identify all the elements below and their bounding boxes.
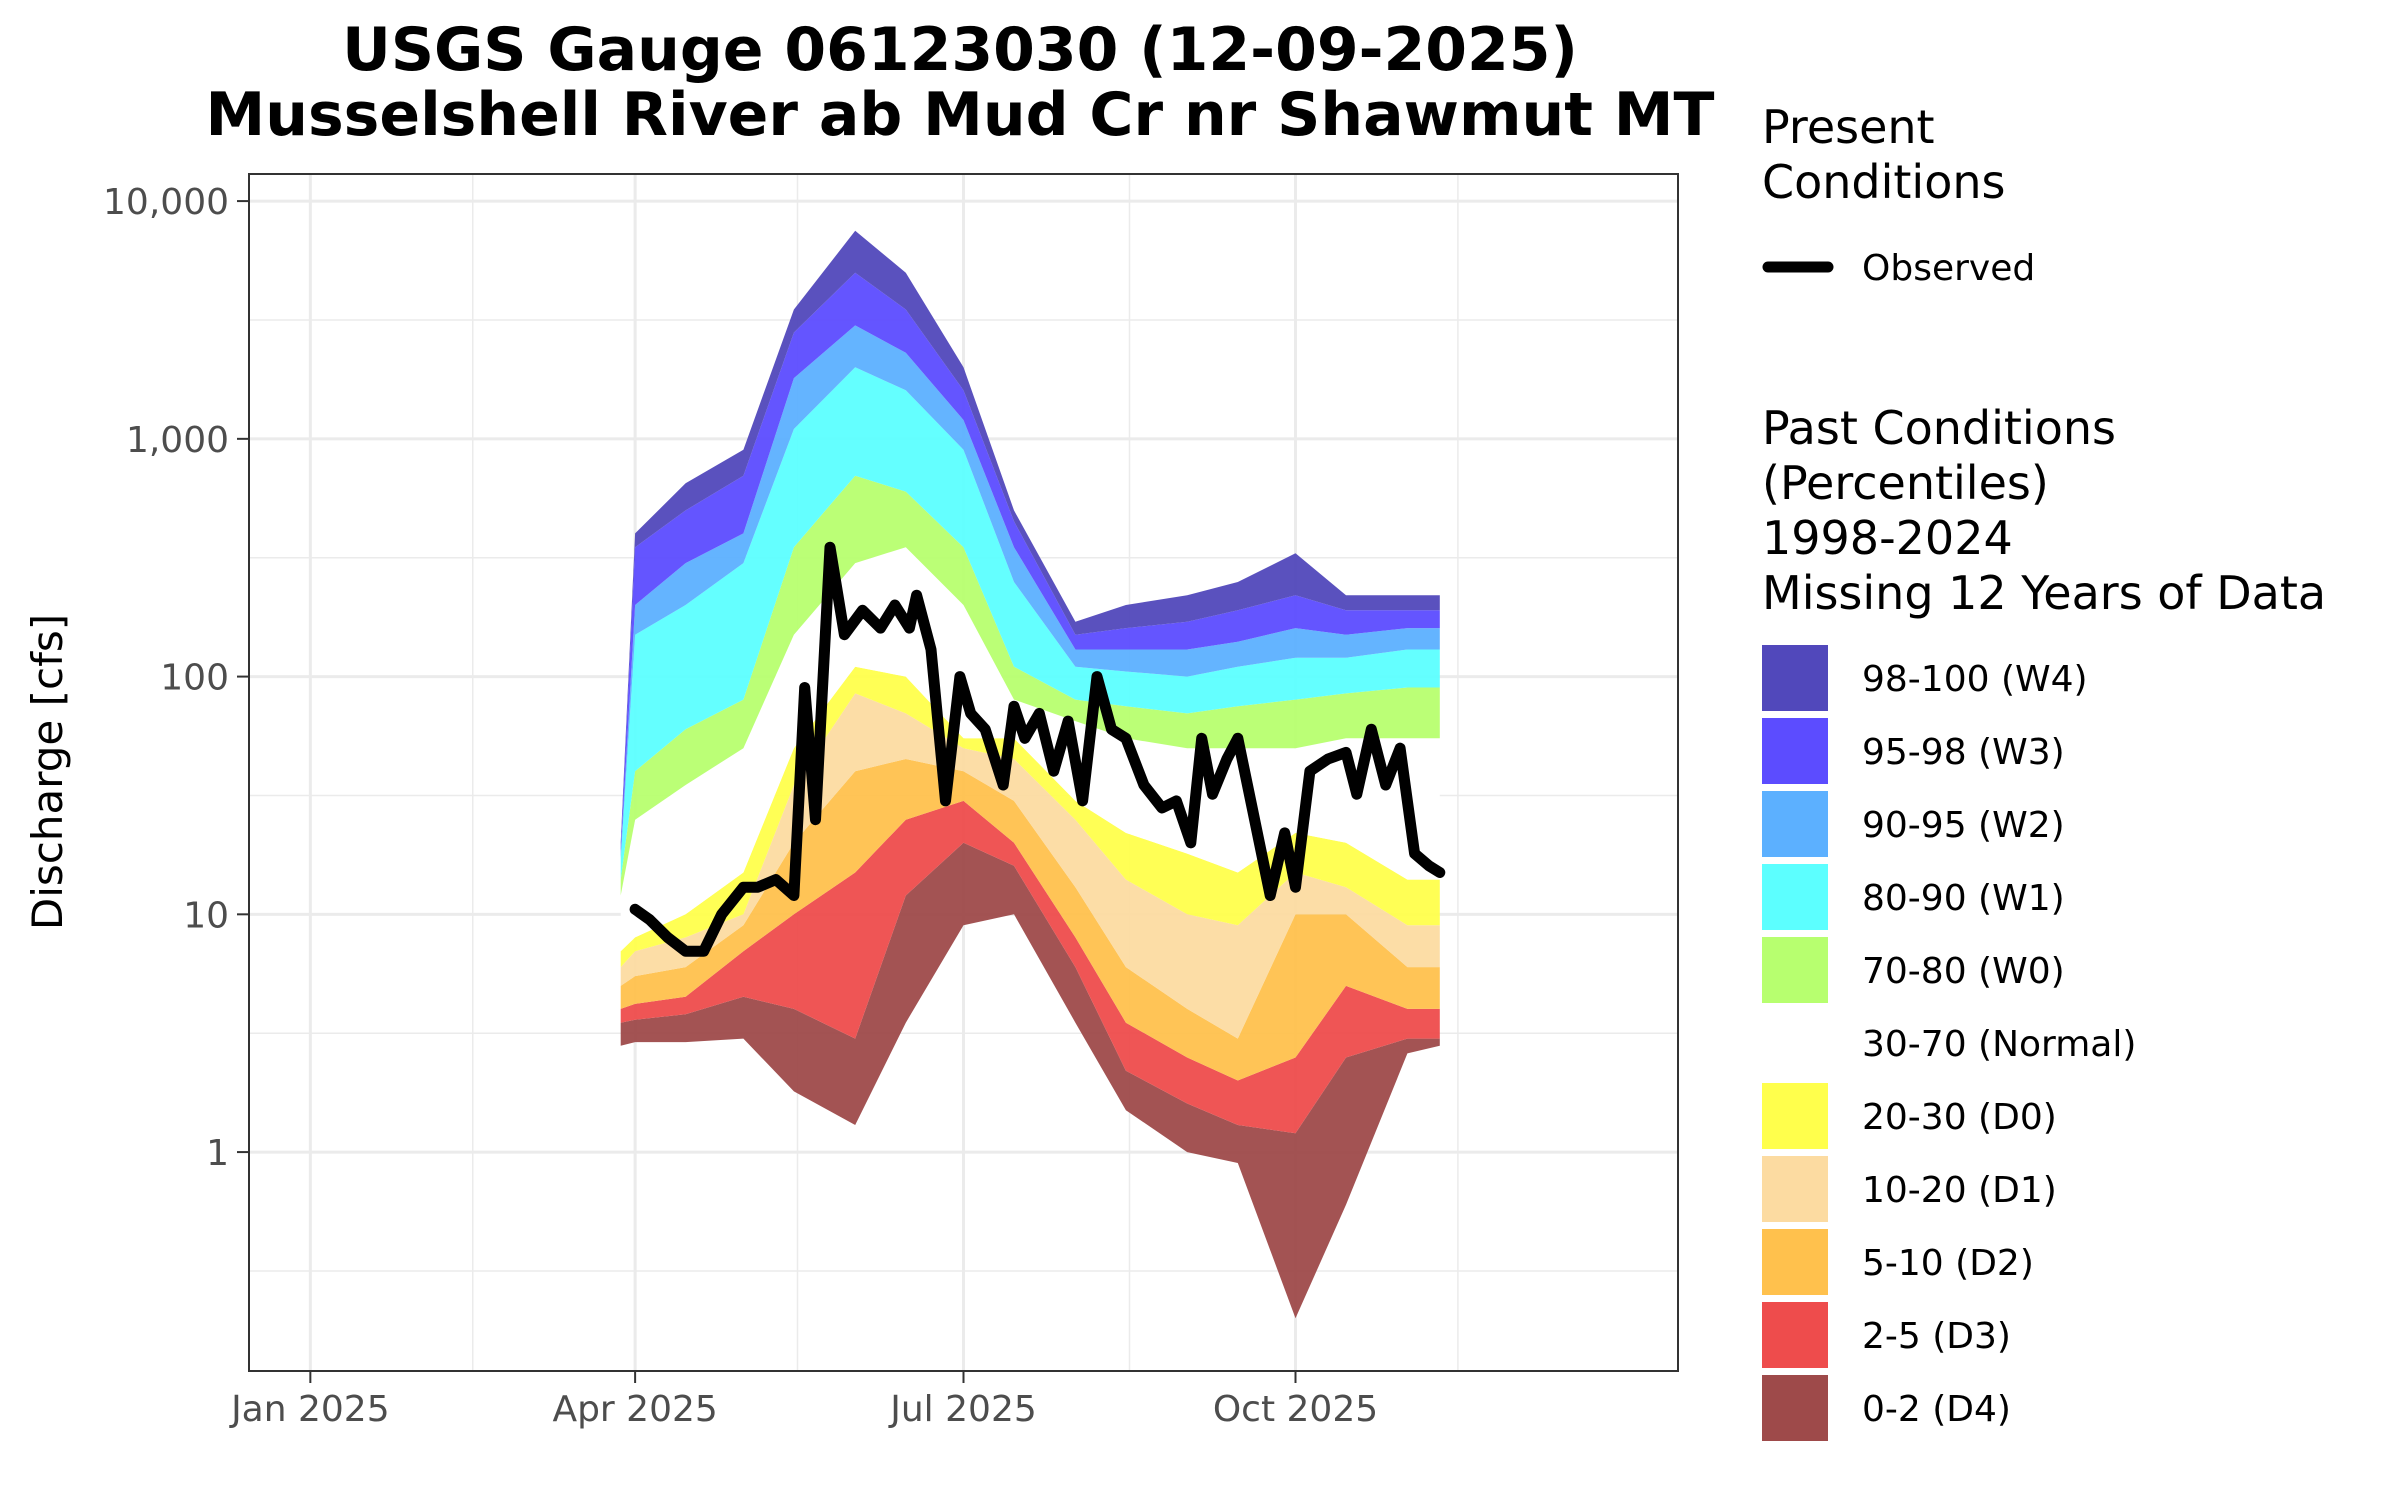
legend-present-title: Present [1762, 100, 1935, 154]
legend-swatch [1762, 1375, 1828, 1441]
legend-swatch [1762, 718, 1828, 784]
legend-entry-label: 90-95 (W2) [1862, 805, 2065, 846]
legend-swatch [1762, 1229, 1828, 1295]
legend-present-title: Conditions [1762, 155, 2005, 209]
band-20-30-d0 [620, 666, 1440, 968]
legend-entry-label: 5-10 (D2) [1862, 1243, 2034, 1284]
y-tick-label: 100 [160, 658, 229, 699]
legend-entry-label: 20-30 (D0) [1862, 1097, 2057, 1138]
legend-swatch [1762, 937, 1828, 1003]
chart-title: USGS Gauge 06123030 (12-09-2025) [342, 15, 1578, 85]
observed-layer [629, 541, 1446, 957]
legend-swatch [1762, 1083, 1828, 1149]
legend-observed-label: Observed [1862, 248, 2035, 289]
band-95-98-w3 [620, 272, 1440, 854]
observed-line [629, 541, 1446, 957]
x-tick-label: Oct 2025 [1213, 1389, 1378, 1430]
legend-entry-label: 2-5 (D3) [1862, 1316, 2011, 1357]
y-tick-label: 1,000 [126, 420, 229, 461]
band-90-95-w2 [620, 325, 1440, 860]
y-tick-label: 10 [183, 895, 229, 936]
legend-entry-label: 70-80 (W0) [1862, 951, 2065, 992]
band-10-20-d1 [620, 693, 1440, 1039]
legend-entry-label: 95-98 (W3) [1862, 732, 2065, 773]
x-tick-label: Apr 2025 [552, 1389, 717, 1430]
legend-entry-label: 80-90 (W1) [1862, 878, 2065, 919]
band-2-5-d3 [620, 800, 1440, 1134]
legend-entry-label: 98-100 (W4) [1862, 659, 2088, 700]
legend-swatch [1762, 1156, 1828, 1222]
legend-entry-label: 30-70 (Normal) [1862, 1024, 2136, 1065]
legend-swatch [1762, 864, 1828, 930]
x-tick-label: Jul 2025 [888, 1389, 1037, 1430]
x-axis: Jan 2025 Apr 2025 Jul 2025 Oct 2025 [229, 1371, 1378, 1430]
y-tick-label: 1 [206, 1133, 229, 1174]
legend-swatch [1762, 1302, 1828, 1368]
legend-swatch [1762, 791, 1828, 857]
y-axis-label: Discharge [cfs] [23, 614, 72, 930]
legend-past-title: (Percentiles) [1762, 456, 2049, 510]
band-0-2-d4 [620, 842, 1440, 1319]
legend-entry-label: 10-20 (D1) [1862, 1170, 2057, 1211]
legend-past-title: 1998-2024 [1762, 511, 2013, 565]
chart-subtitle: Musselshell River ab Mud Cr nr Shawmut M… [206, 80, 1715, 150]
legend-entry-label: 0-2 (D4) [1862, 1389, 2011, 1430]
x-tick-label: Jan 2025 [229, 1389, 390, 1430]
legend-swatch [1762, 645, 1828, 711]
y-tick-label: 10,000 [103, 182, 229, 223]
y-axis: 1 10 100 1,000 10,000 [103, 182, 249, 1174]
band-80-90-w1 [620, 367, 1440, 880]
band-5-10-d2 [620, 759, 1440, 1081]
legend-past-title: Missing 12 Years of Data [1762, 566, 2326, 620]
legend-swatch [1762, 1010, 1828, 1076]
legend-past-title: Past Conditions [1762, 401, 2116, 455]
